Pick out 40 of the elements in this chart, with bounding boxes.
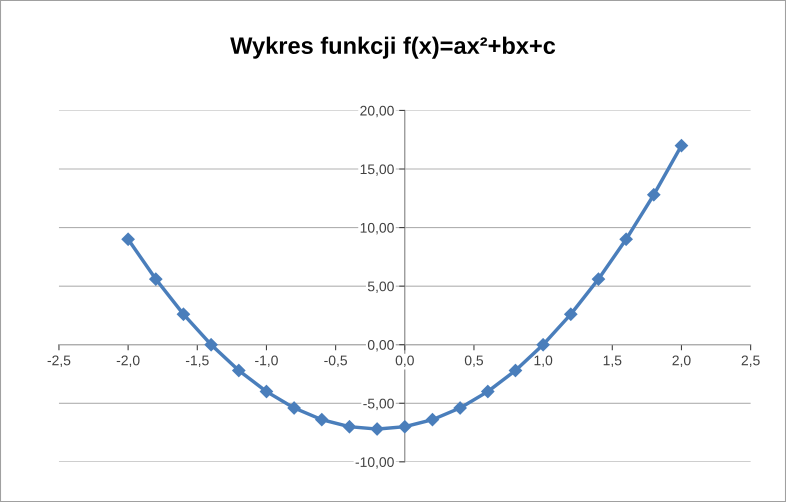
point (176, 308, 190, 321)
point (149, 272, 162, 286)
y-tick-label: -5,00 (363, 398, 394, 410)
y-tick-label: 10,00 (360, 222, 394, 234)
x-tick-label: -0,5 (324, 355, 348, 367)
x-tick-label: 1,0 (534, 355, 552, 367)
x-tick-label: -2,0 (116, 355, 140, 367)
point (592, 272, 606, 286)
y-tick-label: 15,00 (360, 164, 394, 176)
x-tick-label: -1,0 (255, 355, 278, 367)
y-tick-label: 20,00 (360, 106, 394, 118)
point (232, 364, 246, 378)
x-tick-label: 0,5 (464, 355, 484, 367)
y-tick-label: 5,00 (368, 281, 394, 293)
y-tick-label: 0,00 (368, 340, 394, 352)
point (564, 308, 578, 321)
point (481, 384, 494, 398)
point (398, 420, 412, 434)
point (647, 188, 660, 202)
x-tick-label: 0,0 (396, 355, 414, 367)
point (620, 232, 633, 246)
point (454, 401, 467, 415)
point (122, 232, 135, 246)
point (674, 138, 688, 152)
point (536, 338, 550, 352)
x-tick-label: 2,5 (742, 355, 760, 367)
chart-title: Wykres funkcji f(x)=ax²+bx+c (230, 36, 556, 59)
point (426, 413, 440, 426)
point (204, 338, 218, 352)
x-tick-label: -2,5 (48, 355, 70, 367)
y-tick-label: -10,00 (356, 457, 394, 469)
point (370, 422, 384, 436)
point (508, 364, 522, 378)
point (315, 413, 328, 426)
x-tick-label: -1,5 (186, 356, 209, 367)
point (260, 384, 274, 398)
point (288, 401, 301, 415)
point (342, 420, 356, 434)
x-tick-label: 1,5 (604, 356, 622, 367)
x-tick-label: 2,0 (672, 355, 691, 367)
